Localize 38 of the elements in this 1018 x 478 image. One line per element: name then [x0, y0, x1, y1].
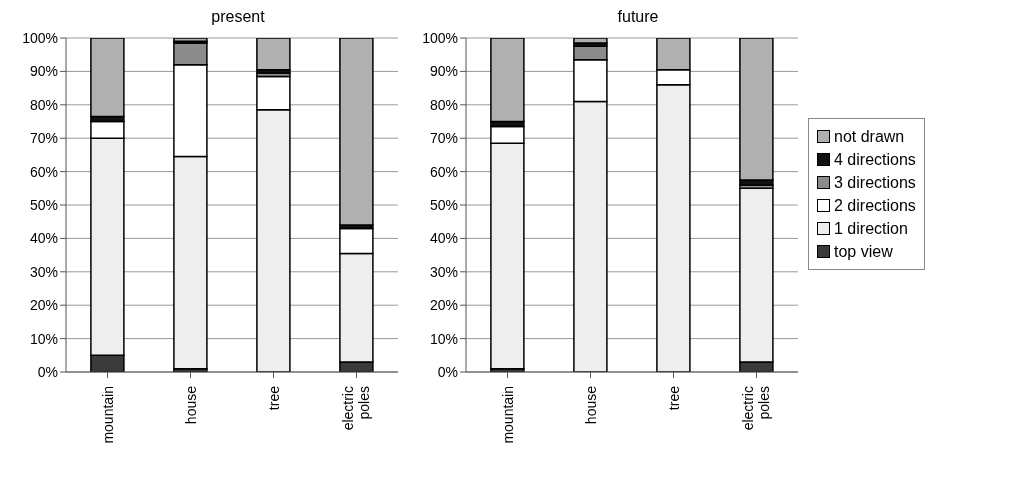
chart-title: present: [211, 8, 265, 25]
y-tick-label: 90%: [29, 63, 58, 80]
y-tick-label: 50%: [29, 196, 58, 213]
legend-label: not drawn: [834, 127, 905, 146]
x-tick-label: house: [182, 385, 199, 425]
x-tick-label: mountain: [499, 386, 516, 444]
y-tick-label: 30%: [29, 263, 58, 280]
y-tick-label: 40%: [29, 230, 58, 247]
x-tick-label: tree: [265, 385, 282, 411]
y-tick-label: 10%: [29, 330, 58, 347]
y-tick-label: 0%: [37, 363, 58, 380]
y-tick-label: 0%: [437, 363, 458, 380]
y-tick-label: 80%: [29, 96, 58, 113]
y-tick-label: 80%: [429, 96, 458, 113]
y-tick-label: 70%: [429, 130, 458, 147]
y-tick-label: 50%: [429, 196, 458, 213]
chart-title: future: [617, 8, 659, 25]
y-tick-label: 90%: [429, 63, 458, 80]
y-tick-label: 60%: [29, 163, 58, 180]
y-tick-label: 20%: [429, 297, 458, 314]
x-tick-label: tree: [665, 385, 682, 411]
legend-label: 3 directions: [834, 173, 916, 192]
y-tick-label: 20%: [29, 297, 58, 314]
y-tick-label: 10%: [429, 330, 458, 347]
y-tick-label: 100%: [422, 29, 458, 46]
y-tick-label: 60%: [429, 163, 458, 180]
x-tick-label: house: [582, 385, 599, 425]
y-tick-label: 40%: [429, 230, 458, 247]
legend-label: 4 directions: [834, 150, 916, 169]
y-tick-label: 70%: [29, 130, 58, 147]
legend-label: 1 direction: [834, 219, 908, 238]
y-tick-label: 30%: [429, 263, 458, 280]
legend-label: top view: [834, 242, 893, 261]
legend-label: 2 directions: [834, 196, 916, 215]
x-tick-label: mountain: [99, 386, 116, 444]
x-tick-label: electric poles: [339, 386, 372, 431]
x-tick-label: electric poles: [739, 386, 772, 431]
y-tick-label: 100%: [22, 29, 58, 46]
